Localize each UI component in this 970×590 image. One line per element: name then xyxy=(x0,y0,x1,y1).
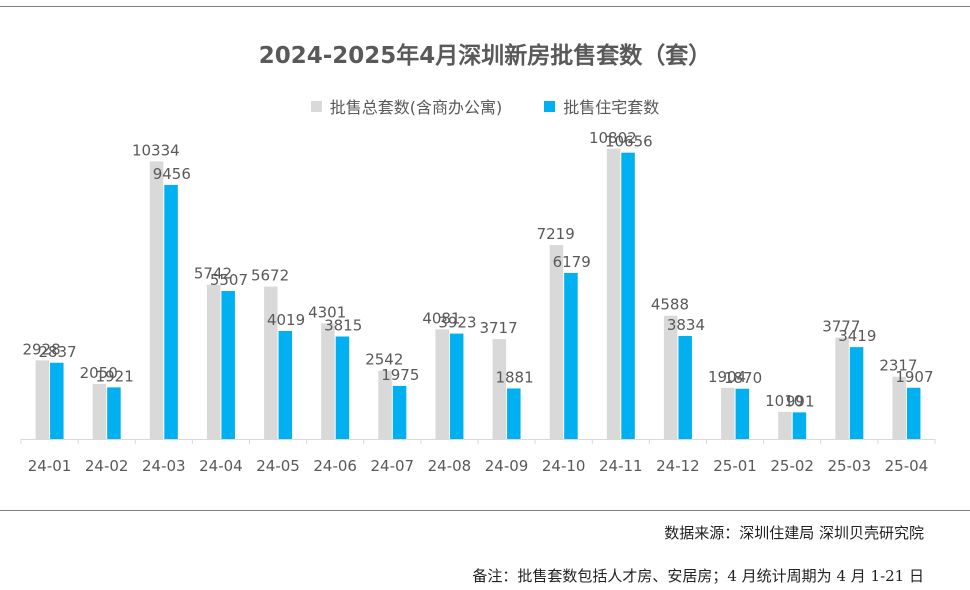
data-label-residential: 1907 xyxy=(895,368,933,386)
x-tick-label: 25-03 xyxy=(828,457,872,475)
data-label-total: 10334 xyxy=(132,141,180,159)
data-label-total: 10802 xyxy=(589,129,637,147)
bar-total xyxy=(264,286,278,439)
bar-total xyxy=(92,383,107,439)
bar-total xyxy=(435,329,449,439)
data-label-residential: 2837 xyxy=(38,343,76,361)
bar-residential xyxy=(564,272,578,439)
bar-residential xyxy=(335,336,350,439)
data-label-total: 4588 xyxy=(651,296,689,314)
data-label-total: 3717 xyxy=(479,319,517,337)
data-label-residential: 1975 xyxy=(381,366,419,384)
bar-total xyxy=(321,323,335,439)
bar-total xyxy=(835,337,849,439)
bar-total xyxy=(378,370,392,439)
bar-residential xyxy=(50,362,64,439)
x-tick-label: 24-04 xyxy=(199,457,243,475)
x-tick-label: 24-03 xyxy=(142,457,186,475)
bar-total xyxy=(778,411,792,439)
bottom-rule xyxy=(0,510,970,511)
bar-residential xyxy=(849,347,864,439)
legend-item-total: 批售总套数(含商办公寓) xyxy=(310,94,503,118)
x-tick-label: 24-09 xyxy=(485,457,529,475)
bar-residential xyxy=(678,335,692,439)
data-label-total: 4301 xyxy=(308,303,346,321)
legend-label-total: 批售总套数(含商办公寓) xyxy=(329,98,503,117)
data-label-total: 2928 xyxy=(22,340,60,358)
data-label-total: 5742 xyxy=(194,265,232,283)
x-tick-label: 24-12 xyxy=(656,457,700,475)
x-tick-label: 25-04 xyxy=(885,457,929,475)
bar-total xyxy=(892,376,906,439)
data-label-total: 2317 xyxy=(879,357,917,375)
bar-residential xyxy=(164,184,178,439)
legend-label-residential: 批售住宅套数 xyxy=(563,98,660,117)
data-label-residential: 1921 xyxy=(96,367,134,385)
top-rule xyxy=(0,6,970,7)
data-label-residential: 3834 xyxy=(667,316,705,334)
data-label-residential: 5507 xyxy=(210,271,248,289)
legend: 批售总套数(含商办公寓) 批售住宅套数 xyxy=(0,94,970,118)
bar-residential xyxy=(507,388,521,439)
x-tick-label: 24-05 xyxy=(256,457,300,475)
data-label-residential: 1870 xyxy=(724,369,762,387)
x-tick-label: 25-01 xyxy=(713,457,757,475)
data-label-total: 2542 xyxy=(365,351,403,369)
bar-total xyxy=(663,315,678,439)
bar-total xyxy=(35,360,50,439)
data-label-total: 1010 xyxy=(765,392,803,410)
x-tick-label: 24-10 xyxy=(542,457,586,475)
legend-item-residential: 批售住宅套数 xyxy=(544,94,659,118)
data-label-residential: 991 xyxy=(786,392,815,410)
x-tick-label: 24-06 xyxy=(313,457,357,475)
x-tick-label: 24-01 xyxy=(28,457,72,475)
chart-title: 2024-2025年4月深圳新房批售套数（套） xyxy=(258,43,712,69)
data-label-residential: 10656 xyxy=(605,133,653,151)
data-label-residential: 9456 xyxy=(153,165,191,183)
bar-residential xyxy=(221,291,235,439)
data-label-total: 7219 xyxy=(537,225,575,243)
data-label-residential: 3815 xyxy=(324,316,362,334)
bar-residential xyxy=(392,385,407,439)
bar-residential xyxy=(449,333,464,439)
bar-total xyxy=(606,148,621,440)
remark-note: 备注：批售套数包括人才房、安居房；4 月统计周期为 4 月 1-21 日 xyxy=(472,567,924,585)
bar-total xyxy=(492,339,507,439)
x-tick-label: 24-08 xyxy=(428,457,472,475)
x-tick-label: 25-02 xyxy=(770,457,814,475)
data-label-residential: 1881 xyxy=(495,368,533,386)
data-label-total: 5672 xyxy=(251,267,289,285)
data-label-residential: 3419 xyxy=(838,327,876,345)
legend-swatch-total xyxy=(310,100,322,112)
bar-residential xyxy=(735,388,750,439)
source-note: 数据来源：深圳住建局 深圳贝壳研究院 xyxy=(664,524,924,542)
bar-residential xyxy=(621,152,635,439)
bar-total xyxy=(721,387,735,439)
bar-residential xyxy=(107,387,121,439)
x-tick-label: 24-11 xyxy=(599,457,643,475)
data-label-residential: 6179 xyxy=(553,253,591,271)
bar-residential xyxy=(792,412,807,439)
x-tick-label: 24-02 xyxy=(85,457,129,475)
bar-residential xyxy=(906,387,921,439)
data-label-total: 4081 xyxy=(422,309,460,327)
bar-total xyxy=(149,161,164,440)
data-label-total: 1904 xyxy=(708,368,746,386)
data-label-residential: 4019 xyxy=(267,311,305,329)
data-label-total: 3777 xyxy=(822,318,860,336)
bar-residential xyxy=(278,331,293,439)
legend-swatch-residential xyxy=(544,100,556,112)
bar-total xyxy=(549,245,564,439)
x-tick-label: 24-07 xyxy=(371,457,415,475)
data-label-total: 2050 xyxy=(80,364,118,382)
bar-total xyxy=(206,284,221,439)
data-label-residential: 3923 xyxy=(438,314,476,332)
